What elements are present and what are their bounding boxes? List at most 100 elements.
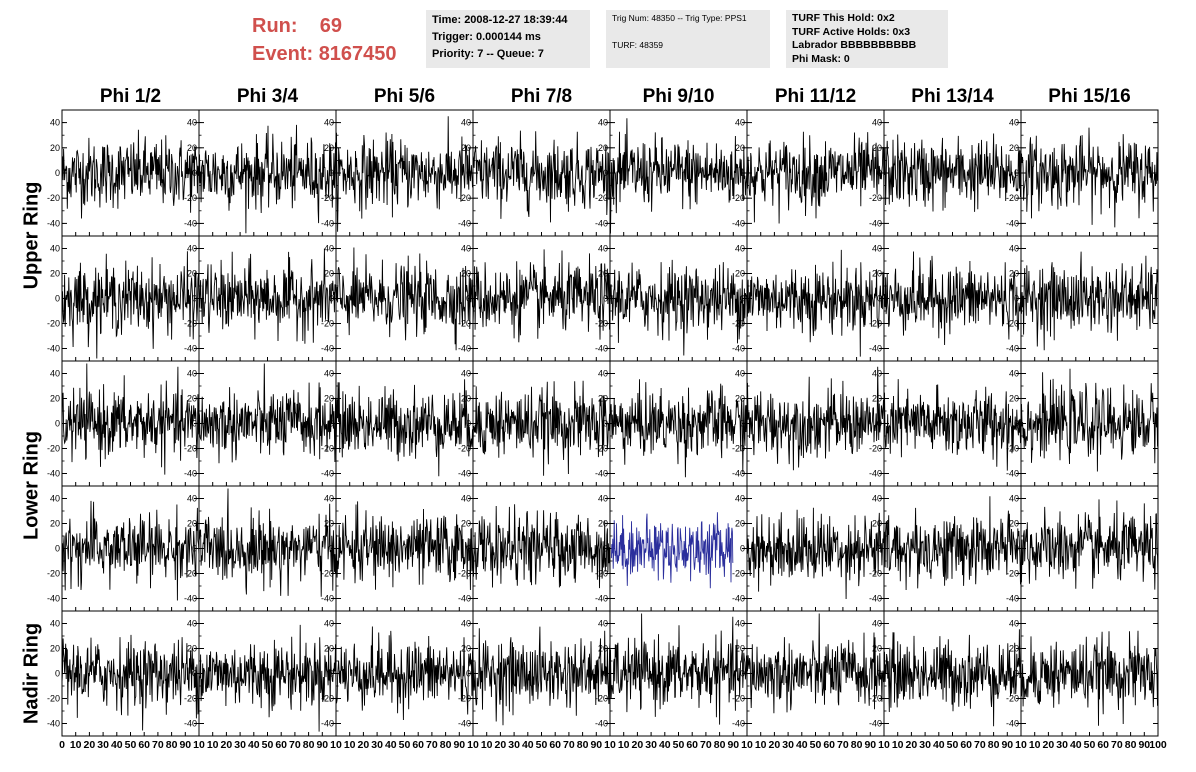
y-tick-label: -20	[732, 694, 745, 704]
y-tick-label: -40	[869, 218, 882, 228]
y-tick-label: 40	[735, 118, 745, 128]
waveform-series	[609, 259, 748, 356]
y-tick-label: -20	[47, 193, 60, 203]
y-tick-label: 20	[735, 143, 745, 153]
turf-active-line: TURF Active Holds: 0x3	[792, 25, 911, 38]
y-tick-label: -40	[595, 469, 608, 479]
y-tick-label: -40	[184, 344, 197, 354]
y-tick-label: 40	[872, 494, 882, 504]
panel-r1-c3: -40 -20 0 20 40	[321, 109, 474, 237]
y-tick-label: -40	[184, 594, 197, 604]
y-tick-label: 40	[324, 118, 334, 128]
y-tick-label: -40	[869, 469, 882, 479]
x-tick-label: 10	[755, 739, 767, 751]
y-tick-label: 20	[461, 269, 471, 279]
waveform-series	[61, 634, 200, 731]
x-tick-label: 70	[563, 739, 575, 751]
y-tick-label: 20	[872, 269, 882, 279]
waveform-series	[61, 129, 200, 219]
waveform-series	[198, 248, 337, 344]
x-tick-label: 80	[440, 739, 452, 751]
panel-r1-c4: -40 -20 0 20 40	[458, 109, 611, 237]
y-tick-label: 40	[324, 619, 334, 629]
y-tick-label: 0	[55, 294, 60, 304]
y-tick-label: -20	[595, 569, 608, 579]
x-tick-label: 50	[399, 739, 411, 751]
y-tick-label: 20	[50, 143, 60, 153]
y-tick-label: 20	[324, 644, 334, 654]
y-tick-label: 0	[877, 294, 882, 304]
panel-r3-c4: -40 -20 0 20 40	[458, 360, 611, 487]
trig-num-line: Trig Num: 48350 -- Trig Type: PPS1	[612, 13, 747, 23]
y-tick-label: 40	[872, 118, 882, 128]
x-tick-label: 70	[152, 739, 164, 751]
y-tick-label: -20	[595, 694, 608, 704]
x-tick-label: 10	[1029, 739, 1041, 751]
y-tick-label: 0	[877, 168, 882, 178]
y-tick-label: -40	[47, 344, 60, 354]
x-tick-label: 50	[125, 739, 137, 751]
x-tick-label: 70	[1111, 739, 1123, 751]
waveform-series	[746, 507, 885, 600]
x-tick-label: 10	[618, 739, 630, 751]
trig-info-box: Trig Num: 48350 -- Trig Type: PPS1 TURF:…	[606, 10, 770, 68]
x-tick-label: 30	[919, 739, 931, 751]
panel-r2-c6: -40 -20 0 20 40	[732, 235, 885, 362]
y-tick-label: 40	[1009, 494, 1019, 504]
y-tick-label: -20	[869, 694, 882, 704]
x-tick-label: 50	[536, 739, 548, 751]
x-tick-label: 10	[207, 739, 219, 751]
y-tick-label: -20	[47, 319, 60, 329]
y-tick-label: 40	[461, 118, 471, 128]
waveform-series	[61, 500, 200, 601]
column-header-3: Phi 5/6	[373, 86, 436, 107]
x-tick-label: 100	[1149, 739, 1167, 751]
x-tick-label: 80	[303, 739, 315, 751]
panel-r2-c8: -40 -20 0 20 40	[1006, 235, 1159, 362]
y-tick-label: 20	[324, 519, 334, 529]
x-tick-label: 30	[1056, 739, 1068, 751]
y-tick-label: 20	[872, 519, 882, 529]
waveform-series	[335, 379, 474, 477]
y-tick-label: -20	[595, 444, 608, 454]
waveform-series	[746, 366, 885, 471]
y-tick-label: -20	[732, 569, 745, 579]
x-tick-label: 20	[769, 739, 781, 751]
y-tick-label: 0	[1014, 294, 1019, 304]
waveform-series	[335, 501, 474, 591]
y-tick-label: -40	[1006, 218, 1019, 228]
y-tick-label: -40	[47, 719, 60, 729]
x-tick-label: 20	[84, 739, 96, 751]
y-tick-label: 0	[603, 168, 608, 178]
y-tick-label: 20	[735, 269, 745, 279]
x-tick-label: 90	[1001, 739, 1013, 751]
x-tick-label: 50	[947, 739, 959, 751]
y-tick-label: -40	[732, 344, 745, 354]
y-tick-label: -20	[1006, 444, 1019, 454]
y-tick-label: 0	[192, 544, 197, 554]
y-tick-label: 20	[1009, 644, 1019, 654]
y-tick-label: 40	[324, 494, 334, 504]
y-tick-label: 40	[598, 118, 608, 128]
time-info-box: Time: 2008-12-27 18:39:44 Trigger: 0.000…	[426, 10, 590, 68]
x-tick-label: 10	[344, 739, 356, 751]
event-value: 8167450	[318, 43, 397, 65]
panel-r4-c7: -40 -20 0 20 40	[869, 485, 1022, 612]
panel-r4-c5: -40 -20 0 20 40	[595, 485, 748, 612]
y-tick-label: 20	[872, 143, 882, 153]
y-tick-label: 40	[461, 494, 471, 504]
y-tick-label: -20	[184, 444, 197, 454]
x-tick-label: 90	[453, 739, 465, 751]
x-tick-label: 80	[988, 739, 1000, 751]
y-tick-label: -20	[458, 694, 471, 704]
x-tick-label: 50	[673, 739, 685, 751]
x-tick-label: 80	[1125, 739, 1137, 751]
panel-r1-c8: -40 -20 0 20 40	[1006, 109, 1159, 237]
y-tick-label: 40	[598, 494, 608, 504]
y-tick-label: 40	[735, 369, 745, 379]
